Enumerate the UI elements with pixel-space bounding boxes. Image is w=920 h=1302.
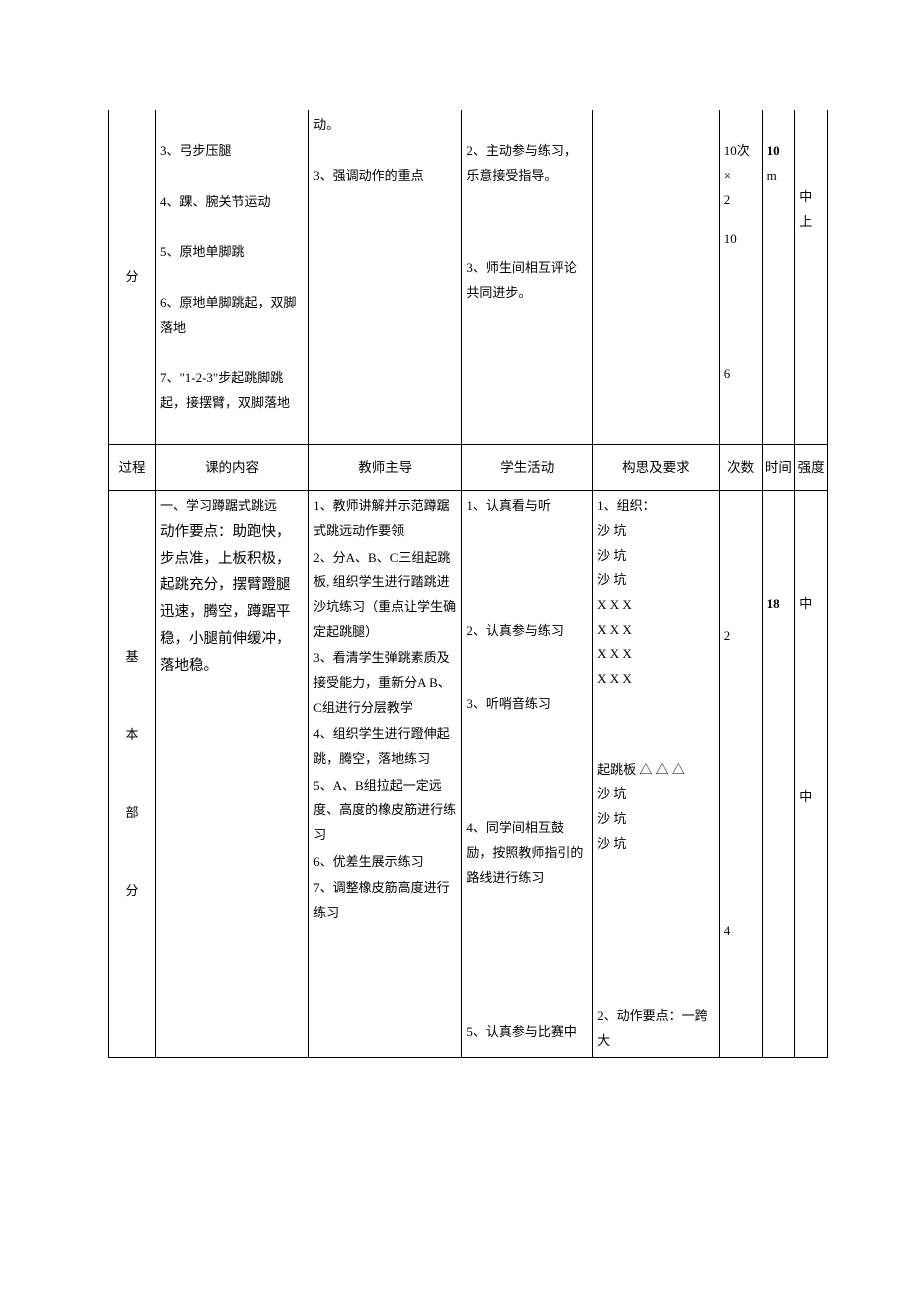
req-item: X X X (597, 642, 715, 667)
intensity-item: 中 (799, 592, 823, 617)
section-1-teacher: 动。 3、强调动作的重点 (309, 110, 462, 444)
section-2-label-char: 基 (113, 618, 151, 696)
teacher-item: 动。 (313, 113, 457, 138)
header-process: 过程 (109, 444, 156, 491)
req-item: 2、动作要点：一跨大 (597, 1004, 715, 1053)
count-item: 4 (724, 919, 758, 944)
time-unit: m (767, 164, 791, 189)
student-item: 5、认真参与比赛中 (466, 1020, 588, 1045)
req-item: 沙 坑 (597, 807, 715, 832)
content-item: 5、原地单脚跳 (160, 240, 304, 265)
header-time: 时间 (762, 444, 795, 491)
section-1-content: 3、弓步压腿 4、踝、腕关节运动 5、原地单脚跳 6、原地单脚跳起，双脚落地 7… (155, 110, 308, 444)
content-item: 4、踝、腕关节运动 (160, 190, 304, 215)
section-1-label: 分 (109, 110, 156, 444)
section-2-count: 2 4 (719, 491, 762, 1058)
student-item: 4、同学间相互鼓励，按照教师指引的路线进行练习 (466, 816, 588, 890)
student-item: 3、师生间相互评论共同进步。 (466, 256, 588, 305)
teacher-item: 6、优差生展示练习 (313, 850, 457, 875)
student-item: 3、听哨音练习 (466, 692, 588, 717)
section-2-teacher: 1、教师讲解并示范蹲踞式跳远动作要领 2、分A、B、C三组起跳板, 组织学生进行… (309, 491, 462, 1058)
req-item: X X X (597, 618, 715, 643)
section-1-count: 10次 × 2 10 6 (719, 110, 762, 444)
section-1-student: 2、主动参与练习，乐意接受指导。 3、师生间相互评论共同进步。 (462, 110, 593, 444)
section-2-label-char: 本 (113, 696, 151, 774)
header-student: 学生活动 (462, 444, 593, 491)
content-keypoint: 动作要点：助跑快，步点准，上板积极，起跳充分，摆臂蹬腿迅速，腾空，蹲踞平稳，小腿… (160, 519, 304, 680)
intensity-item: 中 (799, 185, 823, 210)
teacher-item: 5、A、B组拉起一定远度、高度的橡皮筋进行练习 (313, 774, 457, 848)
section-1-label-text: 分 (113, 260, 151, 294)
req-item: 沙 坑 (597, 544, 715, 569)
time-value: 18 (767, 592, 791, 617)
count-item: 6 (724, 362, 758, 387)
count-item: 2 (724, 188, 758, 213)
teacher-item: 1、教师讲解并示范蹲踞式跳远动作要领 (313, 494, 457, 543)
intensity-item: 上 (799, 210, 823, 235)
req-item: 沙 坑 (597, 782, 715, 807)
header-teacher: 教师主导 (309, 444, 462, 491)
section-2-intensity: 中 中 (795, 491, 828, 1058)
req-item: 起跳板 △ △ △ (597, 758, 715, 783)
section-2-student: 1、认真看与听 2、认真参与练习 3、听哨音练习 4、同学间相互鼓励，按照教师指… (462, 491, 593, 1058)
section-1-intensity: 中 上 (795, 110, 828, 444)
count-item: 10次 (724, 139, 758, 164)
student-item: 1、认真看与听 (466, 494, 588, 519)
section-1-row: 分 3、弓步压腿 4、踝、腕关节运动 5、原地单脚跳 6、原地单脚跳起，双脚落地… (109, 110, 828, 444)
header-row: 过程 课的内容 教师主导 学生活动 构思及要求 次数 时间 强度 (109, 444, 828, 491)
section-1-time: 10 m (762, 110, 795, 444)
section-2-content: 一、学习蹲踞式跳远 动作要点：助跑快，步点准，上板积极，起跳充分，摆臂蹬腿迅速，… (155, 491, 308, 1058)
section-2-label-char: 分 (113, 852, 151, 930)
req-item: 沙 坑 (597, 832, 715, 857)
req-item: 1、组织： (597, 494, 715, 519)
section-2-row: 基 本 部 分 一、学习蹲踞式跳远 动作要点：助跑快，步点准，上板积极，起跳充分… (109, 491, 828, 1058)
req-item: X X X (597, 593, 715, 618)
section-1-req (593, 110, 720, 444)
teacher-item: 7、调整橡皮筋高度进行练习 (313, 876, 457, 925)
teacher-item: 2、分A、B、C三组起跳板, 组织学生进行踏跳进沙坑练习（重点让学生确定起跳腿） (313, 546, 457, 645)
req-item: 沙 坑 (597, 519, 715, 544)
teacher-item: 3、看清学生弹跳素质及接受能力，重新分A B、C组进行分层教学 (313, 646, 457, 720)
section-2-time: 18 (762, 491, 795, 1058)
intensity-item: 中 (799, 785, 823, 810)
student-item: 2、主动参与练习，乐意接受指导。 (466, 139, 588, 188)
count-item: 2 (724, 624, 758, 649)
header-intensity: 强度 (795, 444, 828, 491)
section-2-req: 1、组织： 沙 坑 沙 坑 沙 坑 X X X X X X X X X X X … (593, 491, 720, 1058)
section-2-label-char: 部 (113, 774, 151, 852)
req-item: X X X (597, 667, 715, 692)
count-item: 10 (724, 227, 758, 252)
header-req: 构思及要求 (593, 444, 720, 491)
student-item: 2、认真参与练习 (466, 619, 588, 644)
content-item: 3、弓步压腿 (160, 139, 304, 164)
teacher-item: 4、组织学生进行蹬伸起跳，腾空，落地练习 (313, 722, 457, 771)
lesson-plan-table: 分 3、弓步压腿 4、踝、腕关节运动 5、原地单脚跳 6、原地单脚跳起，双脚落地… (108, 110, 828, 1058)
section-2-label: 基 本 部 分 (109, 491, 156, 1058)
content-title: 一、学习蹲踞式跳远 (160, 494, 304, 519)
content-item: 6、原地单脚跳起，双脚落地 (160, 291, 304, 340)
teacher-item: 3、强调动作的重点 (313, 164, 457, 189)
content-item: 7、"1-2-3"步起跳脚跳起，接摆臂，双脚落地 (160, 366, 304, 415)
time-value: 10 (767, 139, 791, 164)
header-count: 次数 (719, 444, 762, 491)
header-content: 课的内容 (155, 444, 308, 491)
req-item: 沙 坑 (597, 568, 715, 593)
count-item: × (724, 164, 758, 189)
